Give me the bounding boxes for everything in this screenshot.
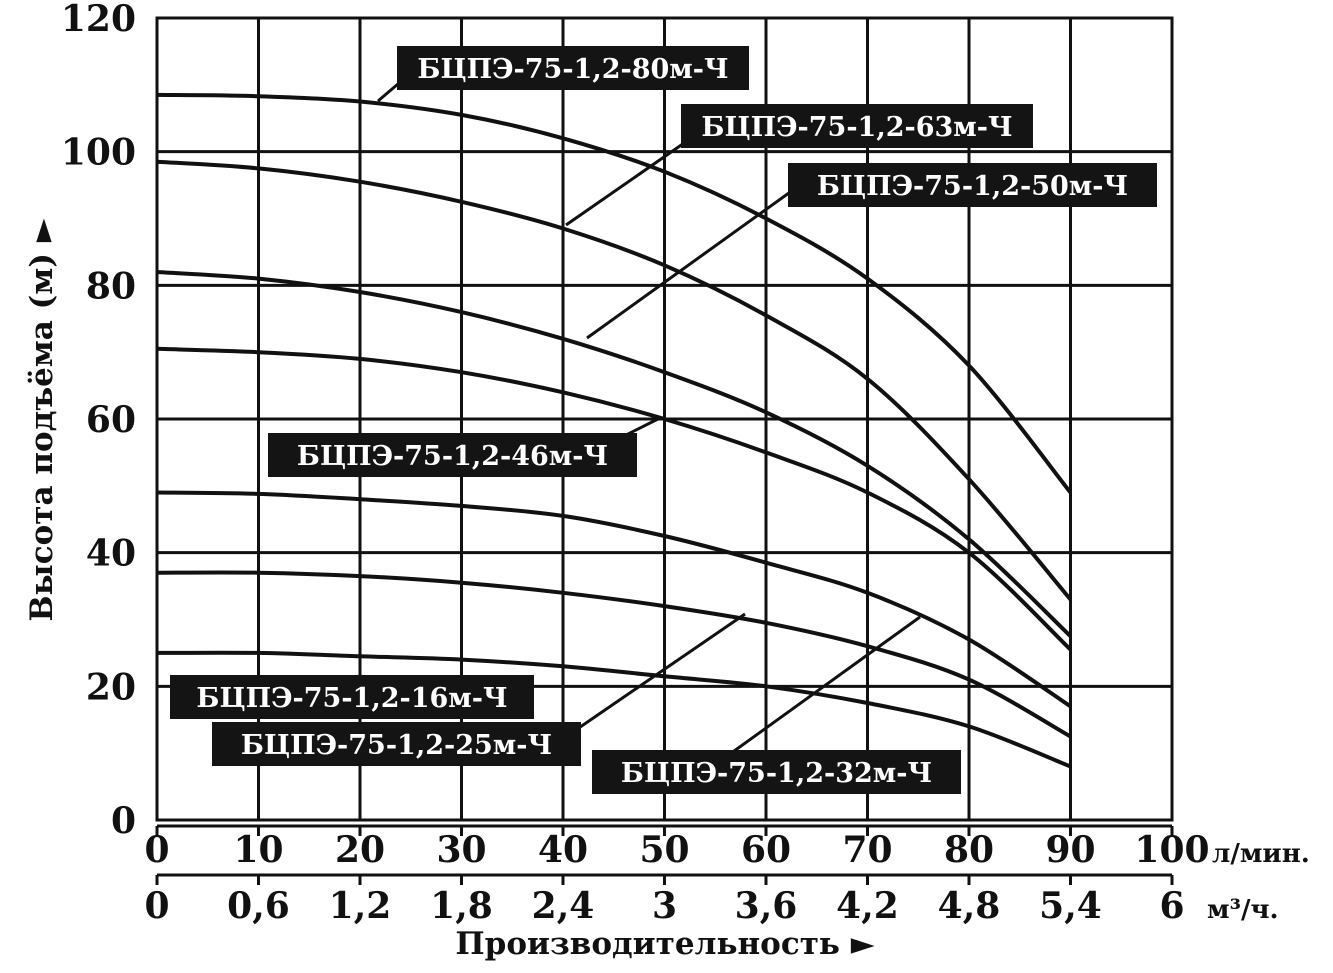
x-axis-unit: л/мин. bbox=[1212, 839, 1310, 869]
x2-tick-label: 6 bbox=[1159, 885, 1184, 927]
y-tick-label: 40 bbox=[86, 533, 136, 575]
series-line bbox=[156, 92, 1073, 494]
x-tick-label: 40 bbox=[538, 829, 588, 871]
x2-tick-label: 0,6 bbox=[227, 885, 290, 927]
series-label-box bbox=[788, 163, 1157, 207]
series-label: БЦПЭ-75-1,2-50м-Ч bbox=[817, 171, 1128, 202]
x-tick-label: 50 bbox=[639, 829, 689, 871]
x2-tick-label: 0 bbox=[144, 885, 169, 927]
y-tick-label: 60 bbox=[86, 399, 136, 441]
series-line bbox=[156, 650, 1072, 769]
grid bbox=[155, 16, 1174, 822]
series-label: БЦПЭ-75-1,2-32м-Ч bbox=[621, 758, 932, 789]
x2-tick-label: 5,4 bbox=[1039, 885, 1102, 927]
series-label-box bbox=[397, 46, 749, 90]
x-tick-label: 90 bbox=[1045, 829, 1095, 871]
x2-tick-label: 3,6 bbox=[735, 885, 798, 927]
x2-tick-label: 1,2 bbox=[329, 885, 392, 927]
leader-line bbox=[569, 612, 746, 736]
x-tick-label: 20 bbox=[335, 829, 385, 871]
series-labels: БЦПЭ-75-1,2-80м-Ч БЦПЭ-75-1,2-63м-Ч БЦПЭ-7… bbox=[170, 46, 1157, 794]
y-tick-label: 20 bbox=[86, 666, 136, 708]
x-tick-label: 70 bbox=[842, 829, 892, 871]
x-tick-label: 60 bbox=[741, 829, 791, 871]
x2-tick-label: 3 bbox=[652, 885, 677, 927]
series-label: БЦПЭ-75-1,2-80м-Ч bbox=[417, 54, 728, 85]
x2-tick-label: 4,2 bbox=[836, 885, 899, 927]
plot-frame bbox=[155, 16, 1174, 822]
x-tick-label: 80 bbox=[944, 829, 994, 871]
x-tick-label: 10 bbox=[233, 829, 283, 871]
series-label-box bbox=[592, 750, 961, 794]
series-line bbox=[156, 346, 1072, 652]
x-tick-label: 30 bbox=[436, 829, 486, 871]
y-axis-title: Высота подъёма (м) ► bbox=[24, 218, 60, 621]
series-label: БЦПЭ-75-1,2-25м-Ч bbox=[241, 730, 552, 761]
series-label-box bbox=[212, 722, 581, 766]
y-tick-label: 0 bbox=[111, 800, 136, 842]
x2-axis-unit: м³/ч. bbox=[1207, 895, 1279, 925]
x2-tick-label: 1,8 bbox=[430, 885, 493, 927]
y-tick-label: 80 bbox=[86, 265, 136, 307]
leader-line bbox=[586, 183, 801, 340]
series-label-box bbox=[170, 675, 534, 719]
x2-tick-label: 4,8 bbox=[938, 885, 1001, 927]
series-line bbox=[156, 159, 1073, 601]
y-tick-label: 120 bbox=[61, 0, 136, 40]
x-tick-label: 0 bbox=[144, 829, 169, 871]
axes: 0 20 40 60 80 100 120 0 10 20 30 40 50 60 70 80 90 100 0 0,… bbox=[61, 0, 1210, 927]
series-label: БЦПЭ-75-1,2-46м-Ч bbox=[297, 441, 608, 472]
series-line bbox=[156, 490, 1072, 709]
leader-line bbox=[565, 130, 701, 227]
series-label: БЦПЭ-75-1,2-16м-Ч bbox=[196, 683, 507, 714]
series-line bbox=[156, 570, 1072, 739]
leader-line bbox=[729, 615, 921, 756]
series-label-box bbox=[681, 104, 1033, 148]
x-axis-title: Производительность ► bbox=[455, 926, 874, 962]
x2-tick-label: 2,4 bbox=[532, 885, 595, 927]
series-line bbox=[156, 270, 1072, 638]
curves bbox=[156, 92, 1073, 769]
series-label: БЦПЭ-75-1,2-63м-Ч bbox=[701, 112, 1012, 143]
series-label-box bbox=[268, 433, 637, 477]
y-tick-label: 100 bbox=[61, 132, 136, 174]
x-tick-label: 100 bbox=[1134, 829, 1209, 871]
